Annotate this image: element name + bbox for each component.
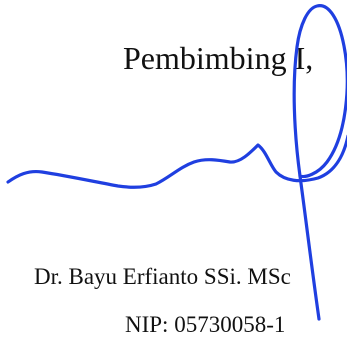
signature-stroke-tail <box>298 174 321 321</box>
signer-nip: NIP: 05730058-1 <box>125 312 286 337</box>
signer-name: Dr. Bayu Erfianto SSi. MSc <box>34 264 291 289</box>
signature-stroke-loop <box>292 4 347 179</box>
signature-role-title: Pembimbing I, <box>123 40 314 76</box>
signature-stroke-horizontal <box>6 134 347 189</box>
